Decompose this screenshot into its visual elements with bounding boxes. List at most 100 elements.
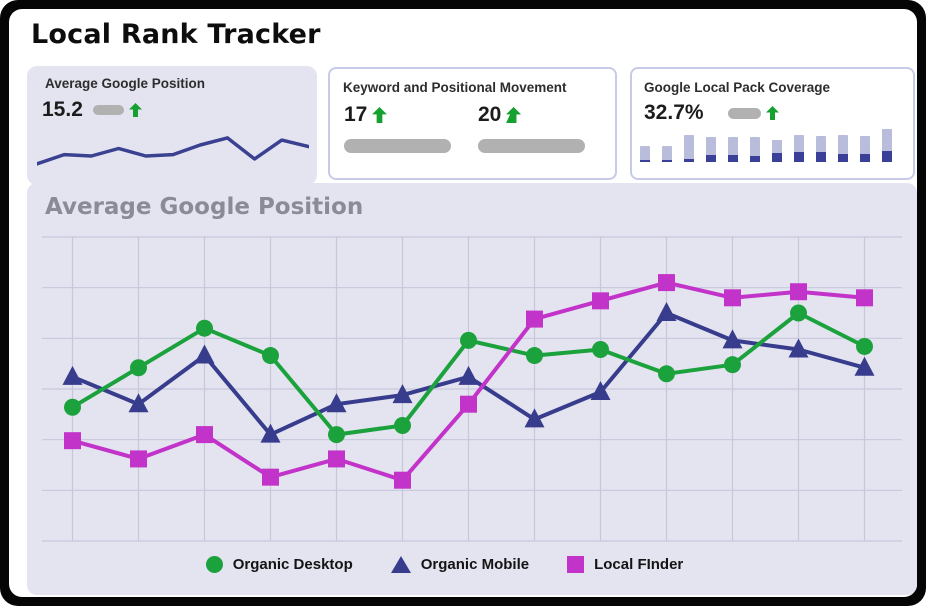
square-data-point	[328, 450, 345, 468]
chart-legend: Organic Desktop Organic Mobile Local FIn…	[27, 556, 917, 573]
circle-data-point	[64, 398, 81, 416]
circle-data-point	[724, 356, 741, 374]
triangle-data-point	[524, 408, 545, 428]
local-pack-bar-dark-segment	[794, 152, 804, 162]
square-data-point	[724, 289, 741, 307]
triangle-data-point	[392, 384, 413, 404]
local-pack-bar	[882, 129, 892, 162]
chart-title: Average Google Position	[45, 194, 364, 220]
kpi-value: 32.7%	[644, 101, 704, 124]
triangle-data-point	[326, 393, 347, 413]
square-data-point	[460, 395, 477, 413]
triangle-data-point	[656, 302, 677, 321]
square-data-point	[196, 426, 213, 444]
kpi-value: 15.2	[42, 98, 83, 121]
circle-marker-icon	[205, 556, 223, 573]
trend-pill	[92, 105, 124, 115]
square-data-point	[130, 450, 147, 468]
square-data-point	[262, 468, 279, 486]
metric-value: 17	[344, 103, 368, 126]
triangle-data-point	[62, 365, 83, 385]
local-pack-bar-dark-segment	[816, 152, 826, 162]
square-data-point	[64, 432, 81, 450]
metric-value-row: 20	[478, 103, 585, 127]
local-pack-bar	[750, 137, 760, 162]
local-pack-bar-dark-segment	[882, 151, 892, 162]
triangle-data-point	[128, 393, 149, 413]
triangle-data-point	[590, 381, 611, 401]
local-pack-bar-dark-segment	[706, 155, 716, 162]
metric-bar	[344, 139, 451, 153]
legend-item-organic-mobile[interactable]: Organic Mobile	[390, 556, 530, 573]
local-pack-bar	[684, 135, 694, 162]
card-title: Average Google Position	[45, 76, 206, 91]
circle-data-point	[196, 319, 213, 337]
local-pack-bar-dark-segment	[728, 155, 738, 162]
legend-item-organic-desktop[interactable]: Organic Desktop	[205, 556, 353, 573]
metric-value: 20	[478, 103, 502, 126]
main-chart-panel: Average Google Position Organic Desktop …	[27, 183, 917, 595]
local-pack-bar-dark-segment	[772, 153, 782, 162]
circle-data-point	[658, 365, 675, 383]
local-pack-bar	[794, 135, 804, 162]
square-data-point	[790, 283, 807, 301]
local-pack-bar	[706, 137, 716, 162]
triangle-data-point	[194, 344, 215, 364]
legend-label: Organic Desktop	[232, 556, 353, 573]
trend-up-icon	[765, 106, 779, 120]
square-data-point	[394, 471, 411, 489]
kpi-value-row: 15.2	[42, 98, 142, 122]
legend-item-local-finder[interactable]: Local FInder	[567, 556, 683, 573]
square-data-point	[526, 310, 543, 328]
triangle-data-point	[854, 356, 875, 376]
dashboard-surface: Local Rank Tracker Average Google Positi…	[9, 9, 917, 597]
card-title: Google Local Pack Coverage	[644, 80, 831, 95]
square-marker-icon	[567, 556, 585, 573]
metric-positions: 20	[478, 103, 585, 153]
local-pack-bar	[860, 136, 870, 162]
circle-data-point	[460, 331, 477, 349]
metrics-row: 17 20	[344, 103, 585, 153]
triangle-marker-icon	[390, 556, 411, 573]
circle-data-point	[130, 359, 147, 377]
card-keyword-movement: Keyword and Positional Movement 17 20	[328, 67, 617, 180]
card-local-pack-coverage: Google Local Pack Coverage 32.7%	[630, 67, 915, 180]
metric-keywords: 17	[344, 103, 451, 153]
circle-data-point	[394, 416, 411, 434]
local-pack-mini-bar-chart	[640, 129, 892, 162]
local-pack-bar	[728, 137, 738, 162]
triangle-data-point	[722, 329, 743, 349]
circle-data-point	[856, 337, 873, 355]
circle-data-point	[790, 304, 807, 322]
metric-bar	[478, 139, 585, 153]
circle-data-point	[592, 340, 609, 358]
circle-data-point	[262, 347, 279, 365]
local-pack-bar	[838, 135, 848, 162]
page-title: Local Rank Tracker	[31, 19, 321, 50]
local-pack-bar	[772, 140, 782, 162]
local-pack-bar-dark-segment	[662, 160, 672, 162]
card-average-google-position: Average Google Position 15.2	[27, 66, 317, 185]
square-data-point	[658, 274, 675, 292]
local-pack-bar	[662, 146, 672, 162]
local-pack-bar	[640, 146, 650, 162]
line-chart-plot-area	[42, 236, 902, 542]
square-data-point	[856, 289, 873, 307]
triangle-data-point	[788, 338, 809, 358]
trend-up-icon	[372, 107, 388, 123]
local-pack-bar-dark-segment	[860, 154, 870, 162]
position-sparkline	[35, 124, 311, 178]
local-pack-bar-dark-segment	[838, 154, 848, 162]
kpi-value-row: 32.7%	[644, 101, 779, 125]
legend-label: Organic Mobile	[420, 556, 530, 573]
triangle-data-point	[458, 365, 479, 385]
local-pack-bar-dark-segment	[640, 160, 650, 162]
circle-data-point	[328, 426, 345, 444]
legend-label: Local FInder	[594, 556, 684, 573]
trend-up-icon	[506, 107, 522, 123]
local-pack-bar-dark-segment	[684, 159, 694, 162]
triangle-data-point	[260, 423, 281, 443]
trend-up-icon	[128, 103, 142, 117]
metric-value-row: 17	[344, 103, 451, 127]
